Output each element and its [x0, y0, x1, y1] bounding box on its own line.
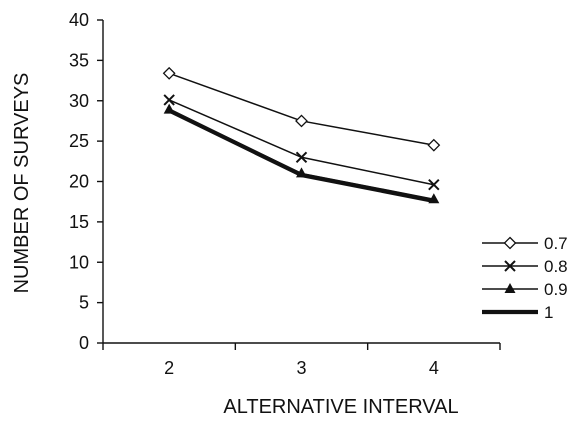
- data-point: [163, 94, 175, 106]
- legend-item: 0.7: [482, 234, 568, 253]
- legend-label: 0.7: [544, 234, 568, 253]
- data-point: [295, 114, 308, 128]
- y-tick-label: 30: [69, 91, 89, 111]
- data-point: [428, 179, 440, 191]
- legend: 0.7 0.8 0.9 1: [482, 234, 568, 322]
- x-axis-title: ALTERNATIVE INTERVAL: [223, 396, 458, 418]
- data-point: [162, 66, 176, 80]
- y-tick-label: 0: [79, 333, 89, 353]
- y-tick-label: 40: [69, 10, 89, 30]
- series-layer: [162, 66, 441, 204]
- y-tick-label: 35: [69, 50, 89, 70]
- y-tick-label: 20: [69, 172, 89, 192]
- legend-marker: [504, 260, 516, 272]
- x-axis: 2 3 4: [102, 342, 501, 378]
- x-tick-label: 3: [296, 358, 306, 378]
- series-line: [168, 72, 434, 146]
- series-0.7: [162, 66, 441, 152]
- legend-marker: [504, 283, 516, 293]
- y-tick-label: 15: [69, 212, 89, 232]
- y-axis: 0 5 10 15 20 25 30 35 40: [69, 10, 104, 353]
- y-tick-label: 10: [69, 252, 89, 272]
- legend-item: 0.9: [482, 280, 568, 299]
- y-tick-label: 25: [69, 131, 89, 151]
- x-tick-label: 2: [164, 358, 174, 378]
- legend-label: 0.9: [544, 280, 568, 299]
- legend-item: 1: [482, 303, 553, 322]
- data-point: [427, 138, 441, 152]
- data-point: [295, 151, 308, 163]
- series-line: [168, 108, 435, 203]
- series-1: [168, 108, 435, 203]
- legend-item: 0.8: [482, 257, 568, 276]
- legend-marker: [503, 236, 517, 250]
- y-tick-label: 5: [79, 293, 89, 313]
- series-0.8: [163, 94, 440, 191]
- legend-label: 1: [544, 303, 553, 322]
- legend-label: 0.8: [544, 257, 568, 276]
- x-tick-label: 4: [429, 358, 439, 378]
- y-axis-title: NUMBER OF SURVEYS: [11, 73, 33, 294]
